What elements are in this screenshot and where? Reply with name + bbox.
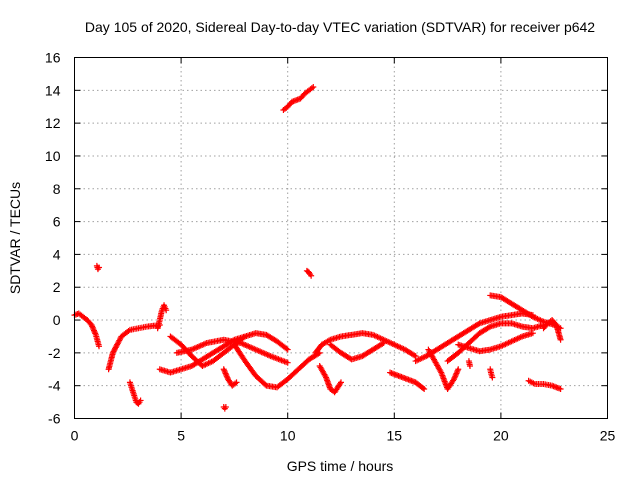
series-arc-13 <box>303 267 315 279</box>
series-arc-22 <box>487 292 564 332</box>
data-point <box>233 379 240 386</box>
data-point <box>338 379 344 386</box>
series-arc-25 <box>540 317 564 343</box>
y-tick-label: 8 <box>53 181 61 197</box>
data-point <box>137 397 144 404</box>
y-tick-label: -6 <box>48 411 61 427</box>
series-arc-24 <box>465 358 473 369</box>
data-point <box>485 324 492 331</box>
data-point <box>475 321 482 328</box>
y-tick-label: 0 <box>53 312 61 328</box>
series-arc-20 <box>444 320 547 365</box>
data-point <box>96 343 103 350</box>
data-point <box>240 334 247 341</box>
x-tick-label: 10 <box>280 428 296 444</box>
series-arc-18 <box>412 310 536 365</box>
x-tick-label: 0 <box>71 428 79 444</box>
series-arc-19 <box>425 346 462 392</box>
y-tick-label: 4 <box>53 246 61 262</box>
data-point <box>557 336 564 343</box>
series-arc-10 <box>220 404 229 412</box>
plot-frame <box>74 57 608 419</box>
data-point <box>455 366 462 373</box>
series-arc-08 <box>173 336 291 366</box>
data-points <box>71 84 564 412</box>
data-point <box>419 385 426 392</box>
x-tick-label: 25 <box>600 428 616 444</box>
data-point <box>284 346 291 353</box>
data-point <box>466 362 473 369</box>
series-arc-23 <box>487 366 496 381</box>
series-arc-09 <box>231 341 323 391</box>
series-arc-26 <box>525 377 564 392</box>
y-tick-label: -2 <box>48 345 61 361</box>
series-arc-02 <box>93 262 103 273</box>
data-point <box>380 340 387 347</box>
y-tick-label: 14 <box>45 82 61 98</box>
x-tick-label: 15 <box>387 428 403 444</box>
series-arc-12 <box>280 84 317 114</box>
data-point <box>529 330 536 337</box>
series-arc-17 <box>387 369 428 392</box>
data-point <box>310 84 317 91</box>
data-point <box>308 272 315 279</box>
y-tick-label: 10 <box>45 148 61 164</box>
series-arc-14 <box>312 330 419 360</box>
y-axis-label: SDTVAR / TECUs <box>7 182 23 294</box>
x-tick-label: 20 <box>493 428 509 444</box>
data-point <box>96 264 103 271</box>
data-point <box>262 381 269 388</box>
data-point <box>283 345 290 352</box>
series-arc-01 <box>71 310 103 350</box>
data-point <box>379 340 386 347</box>
data-point <box>242 333 249 340</box>
data-point <box>163 307 170 314</box>
chart-title: Day 105 of 2020, Sidereal Day-to-day VTE… <box>85 19 595 35</box>
y-tick-label: 6 <box>53 214 61 230</box>
data-point <box>411 352 418 359</box>
y-tick-label: -4 <box>48 378 61 394</box>
data-point <box>284 359 291 366</box>
y-tick-label: 2 <box>53 279 61 295</box>
series-arc-04 <box>126 379 144 407</box>
grid <box>74 57 608 419</box>
x-axis-label: GPS time / hours <box>287 458 394 474</box>
x-tick-label: 5 <box>177 428 185 444</box>
series-arc-07 <box>167 333 249 369</box>
series-arc-05 <box>154 302 170 332</box>
series-arc-15 <box>316 362 344 396</box>
series-arc-11 <box>220 366 240 389</box>
data-point <box>421 385 428 392</box>
y-tick-label: 12 <box>45 115 61 131</box>
series-arc-21 <box>455 330 536 355</box>
series-arc-16 <box>327 340 387 363</box>
y-tick-label: 16 <box>45 50 61 66</box>
data-point <box>557 385 564 392</box>
axis-ticks: 0 5 10 15 20 25 -6 -4 -2 0 2 4 6 8 10 12 14 16 <box>45 50 616 444</box>
series-arc-03 <box>105 321 163 373</box>
data-point <box>222 404 229 411</box>
data-point <box>489 374 496 381</box>
